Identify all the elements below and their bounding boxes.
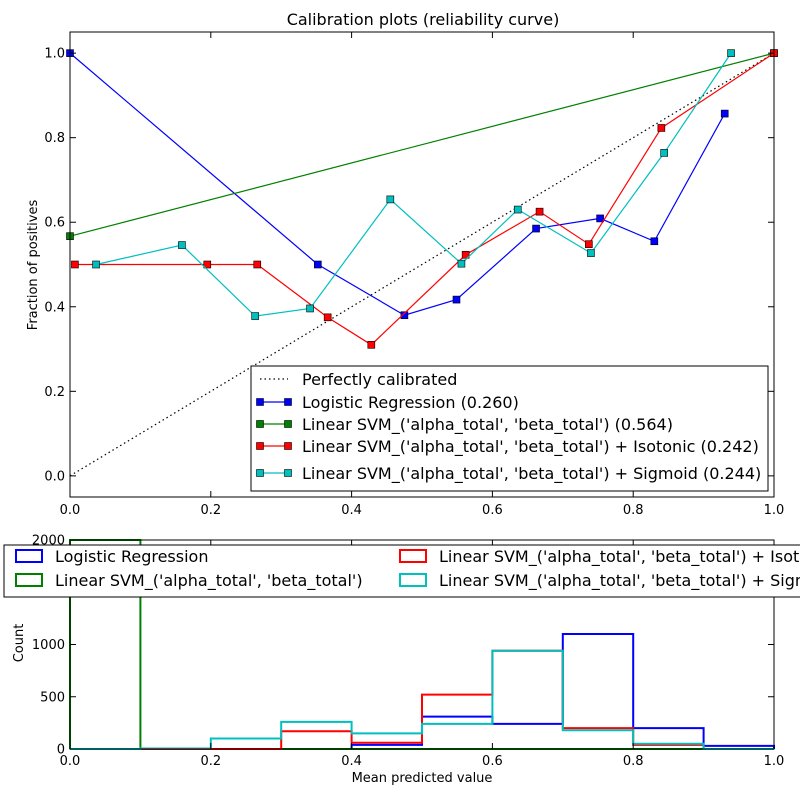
calibration-y-axis-label: Fraction of positives <box>26 200 41 331</box>
calibration-legend-marker-1-0 <box>257 399 264 406</box>
histogram-y-tick-label-0: 0 <box>57 743 65 758</box>
histogram-x-tick-label-0-4: 0.4 <box>341 754 362 769</box>
calibration-series-4-point-6 <box>514 206 521 213</box>
calibration-y-tick-label-1-0: 1.0 <box>44 47 65 62</box>
calibration-y-tick-label-0-2: 0.2 <box>44 385 65 400</box>
calibration-x-tick-label-0-6: 0.6 <box>482 503 503 518</box>
calibration-y-tick-label-0-8: 0.8 <box>44 131 65 146</box>
calibration-x-tick-label-1-0: 1.0 <box>764 503 785 518</box>
calibration-legend: Perfectly calibrated Logistic Regression… <box>251 366 768 491</box>
histogram-x-tick-label-0-2: 0.2 <box>200 754 221 769</box>
calibration-series-1-point-3 <box>453 296 460 303</box>
calibration-series-3-point-3 <box>324 314 331 321</box>
histogram-legend: Logistic Regression Linear SVM_('alpha_t… <box>4 545 800 597</box>
calibration-series-1-point-5 <box>597 215 604 222</box>
calibration-legend-marker-4-1 <box>285 470 292 477</box>
calibration-x-tick-label-0-2: 0.2 <box>200 503 221 518</box>
histogram-x-tick-label-1-0: 1.0 <box>764 754 785 769</box>
calibration-x-tick-label-0-0: 0.0 <box>60 503 81 518</box>
hist-legend-entry-svm-sigmoid: Linear SVM_('alpha_total', 'beta_total')… <box>439 571 800 591</box>
legend-entry-svm-sigmoid: Linear SVM_('alpha_total', 'beta_total')… <box>302 464 761 484</box>
calibration-series-3-point-7 <box>585 241 592 248</box>
calibration-series-4-point-3 <box>307 305 314 312</box>
calibration-legend-marker-4-0 <box>257 470 264 477</box>
calibration-x-tick-label-0-8: 0.8 <box>623 503 644 518</box>
legend-entry-svm-isotonic: Linear SVM_('alpha_total', 'beta_total')… <box>302 437 759 457</box>
legend-entry-perfect: Perfectly calibrated <box>302 370 457 389</box>
calibration-series-3-point-4 <box>368 341 375 348</box>
hist-legend-entry-svm: Linear SVM_('alpha_total', 'beta_total') <box>55 571 363 591</box>
calibration-series-4-point-9 <box>728 50 735 57</box>
calibration-series-4-point-5 <box>458 260 465 267</box>
calibration-series-1-point-7 <box>721 110 728 117</box>
histogram-x-axis-label: Mean predicted value <box>352 771 493 786</box>
hist-legend-entry-logistic: Logistic Regression <box>55 547 208 566</box>
calibration-series-3-point-8 <box>658 124 665 131</box>
histogram-y-axis-label: Count <box>12 624 27 663</box>
calibration-legend-marker-2-1 <box>285 421 292 428</box>
calibration-legend-marker-3-0 <box>257 443 264 450</box>
hist-legend-entry-svm-isotonic: Linear SVM_('alpha_total', 'beta_total')… <box>439 547 800 567</box>
calibration-series-1-point-4 <box>533 225 540 232</box>
calibration-series-1-point-1 <box>314 261 321 268</box>
calibration-series-4-point-4 <box>387 196 394 203</box>
histogram-y-tick-label-500: 500 <box>40 690 65 705</box>
calibration-series-4-point-8 <box>661 149 668 156</box>
histogram-x-tick-label-0-6: 0.6 <box>482 754 503 769</box>
histogram-x-tick-label-0-8: 0.8 <box>623 754 644 769</box>
calibration-legend-marker-3-1 <box>285 443 292 450</box>
calibration-series-4-point-1 <box>178 242 185 249</box>
calibration-series-4-point-2 <box>252 313 259 320</box>
calibration-legend-marker-2-0 <box>257 421 264 428</box>
calibration-x-tick-label-0-4: 0.4 <box>341 503 362 518</box>
calibration-series-4-point-0 <box>93 261 100 268</box>
calibration-y-tick-label-0-4: 0.4 <box>44 300 65 315</box>
calibration-series-1-point-6 <box>651 238 658 245</box>
calibration-series-3-point-6 <box>536 208 543 215</box>
calibration-series-3-point-2 <box>254 261 261 268</box>
calibration-series-4-point-7 <box>587 250 594 257</box>
calibration-y-tick-label-0-6: 0.6 <box>44 216 65 231</box>
legend-entry-svm: Linear SVM_('alpha_total', 'beta_total')… <box>302 415 673 435</box>
calibration-title: Calibration plots (reliability curve) <box>287 10 560 29</box>
calibration-legend-marker-1-1 <box>285 399 292 406</box>
legend-entry-logistic: Logistic Regression (0.260) <box>302 393 519 412</box>
calibration-y-tick-label-0-0: 0.0 <box>44 469 65 484</box>
histogram-y-tick-label-1000: 1000 <box>32 638 65 653</box>
calibration-series-3-point-0 <box>71 261 78 268</box>
